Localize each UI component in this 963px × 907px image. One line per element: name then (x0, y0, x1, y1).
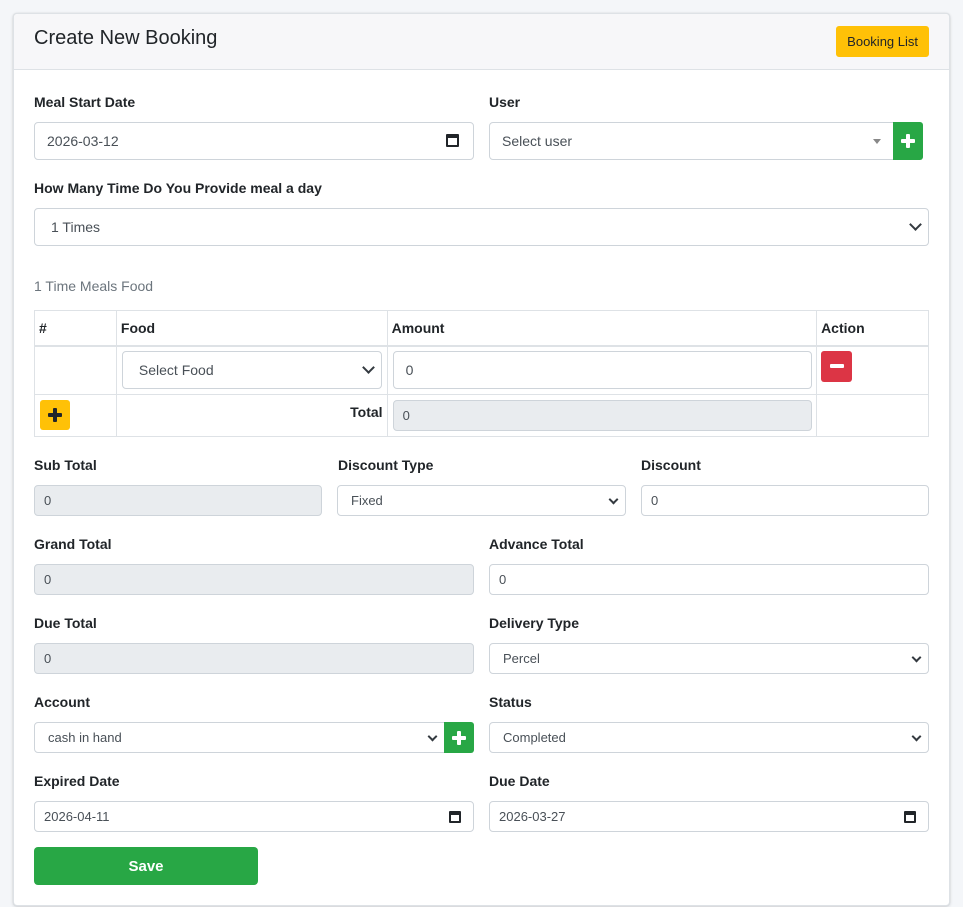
column-header-action: Action (816, 310, 929, 347)
plus-icon (452, 730, 466, 745)
sub-total-value: 0 (44, 493, 52, 508)
total-label: Total (115, 394, 388, 437)
status-label: Status (489, 694, 532, 710)
chevron-down-icon (911, 731, 922, 741)
sub-total-label: Sub Total (34, 457, 97, 473)
account-value: cash in hand (48, 730, 122, 745)
delivery-type-select[interactable]: Percel (489, 643, 929, 674)
grand-total-label: Grand Total (34, 536, 112, 552)
meal-start-date-label: Meal Start Date (34, 94, 136, 110)
amount-input[interactable]: 0 (392, 350, 812, 389)
user-label: User (489, 94, 521, 110)
user-select-placeholder: Select user (502, 133, 573, 149)
meals-per-day-select[interactable]: 1 Times (34, 208, 929, 246)
table-header-row: # Food Amount Action (34, 310, 929, 347)
discount-input[interactable]: 0 (641, 485, 929, 516)
add-row-cell (34, 394, 117, 437)
account-label: Account (34, 694, 90, 710)
user-select[interactable]: Select user (489, 122, 894, 160)
total-cell: 0 (386, 394, 818, 437)
dropdown-arrow-icon (873, 139, 881, 144)
discount-type-select[interactable]: Fixed (337, 485, 626, 516)
expired-date-label: Expired Date (34, 773, 120, 789)
action-cell (816, 345, 929, 395)
delivery-type-label: Delivery Type (489, 615, 580, 631)
meal-start-date-value: 2026-03-12 (47, 133, 119, 149)
chevron-down-icon (909, 218, 922, 231)
booking-list-button[interactable]: Booking List (836, 26, 929, 57)
discount-value: 0 (651, 493, 659, 508)
meal-start-date-input[interactable]: 2026-03-12 (34, 122, 474, 160)
meals-per-day-label: How Many Time Do You Provide meal a day (34, 180, 322, 196)
calendar-icon[interactable] (904, 810, 916, 823)
add-account-button[interactable] (444, 722, 474, 753)
due-date-input[interactable]: 2026-03-27 (489, 801, 929, 832)
food-cell: Select Food (115, 345, 388, 395)
due-total-input: 0 (34, 643, 474, 674)
discount-type-value: Fixed (351, 493, 383, 508)
minus-icon (829, 364, 844, 368)
advance-total-input[interactable]: 0 (489, 564, 929, 595)
due-total-value: 0 (44, 651, 52, 666)
chevron-down-icon (608, 494, 619, 504)
food-table: # Food Amount Action Select Food 0 (34, 310, 929, 437)
calendar-icon[interactable] (449, 810, 461, 823)
delivery-type-value: Percel (503, 651, 540, 666)
expired-date-input[interactable]: 2026-04-11 (34, 801, 474, 832)
chevron-down-icon (427, 731, 438, 741)
expired-date-value: 2026-04-11 (44, 809, 110, 824)
save-button[interactable]: Save (34, 847, 258, 885)
amount-cell: 0 (386, 345, 818, 395)
page-title: Create New Booking (34, 27, 218, 49)
plus-icon (48, 408, 62, 422)
total-input: 0 (392, 400, 812, 431)
due-date-label: Due Date (489, 773, 550, 789)
sub-total-input: 0 (34, 485, 322, 516)
chevron-down-icon (911, 652, 922, 662)
grand-total-input: 0 (34, 564, 474, 595)
card-header: Create New Booking Booking List (14, 14, 949, 70)
total-row: Total 0 (34, 394, 929, 437)
due-date-value: 2026-03-27 (499, 809, 566, 824)
meals-per-day-value: 1 Times (51, 219, 101, 235)
column-header-number: # (34, 310, 117, 347)
add-row-button[interactable] (40, 400, 70, 430)
account-select[interactable]: cash in hand (34, 722, 445, 753)
column-header-amount: Amount (386, 310, 818, 347)
advance-total-value: 0 (499, 572, 507, 587)
plus-icon (901, 134, 915, 148)
column-header-food: Food (115, 310, 388, 347)
total-value: 0 (402, 408, 410, 423)
discount-type-label: Discount Type (338, 457, 434, 473)
empty-cell (816, 394, 929, 437)
amount-value: 0 (405, 361, 414, 378)
status-value: Completed (503, 730, 566, 745)
discount-label: Discount (641, 457, 701, 473)
advance-total-label: Advance Total (489, 536, 584, 552)
grand-total-value: 0 (44, 572, 52, 587)
meals-section-title: 1 Time Meals Food (34, 278, 154, 294)
add-user-button[interactable] (893, 122, 923, 160)
remove-row-button[interactable] (821, 350, 853, 382)
due-total-label: Due Total (34, 615, 97, 631)
chevron-down-icon (362, 360, 375, 374)
status-select[interactable]: Completed (489, 722, 929, 753)
booking-card: Create New Booking Booking List Meal Sta… (13, 13, 950, 906)
row-number-cell (34, 345, 117, 395)
food-select[interactable]: Select Food (121, 350, 382, 389)
food-select-value: Select Food (138, 361, 214, 378)
calendar-icon[interactable] (446, 134, 459, 147)
table-row: Select Food 0 (34, 345, 929, 395)
